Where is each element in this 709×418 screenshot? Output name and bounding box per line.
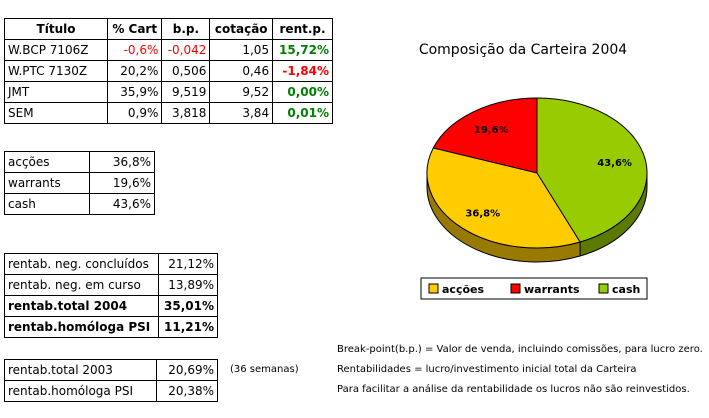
legend-label-warrants: warrants bbox=[524, 283, 580, 296]
table-row: cash 43,6% bbox=[3, 193, 155, 215]
cell-cart: 20,2% bbox=[106, 60, 163, 82]
legend-swatch-acções bbox=[428, 283, 439, 294]
table-row: warrants 19,6% bbox=[3, 172, 155, 194]
cell-bp: 0,506 bbox=[161, 60, 211, 82]
cell-bp: -0,042 bbox=[161, 39, 211, 61]
cell-cart: 0,9% bbox=[106, 102, 163, 124]
cell-titulo: W.BCP 7106Z bbox=[4, 39, 108, 61]
cell-titulo: JMT bbox=[4, 81, 108, 103]
cell-cotacao: 1,05 bbox=[209, 39, 274, 61]
legend-label-cash: cash bbox=[612, 283, 640, 296]
previous-value: 20,69% bbox=[156, 359, 218, 381]
table-row: SEM 0,9% 3,818 3,84 0,01% bbox=[4, 102, 333, 124]
holdings-table: Título % Cart b.p. cotação rent.p. W.BCP… bbox=[4, 18, 333, 124]
table-row: JMT 35,9% 9,519 9,52 0,00% bbox=[4, 81, 333, 103]
allocation-label: acções bbox=[3, 151, 91, 173]
allocation-value: 36,8% bbox=[89, 151, 155, 173]
cell-rent: 15,72% bbox=[272, 39, 333, 61]
cell-rent: -1,84% bbox=[272, 60, 333, 82]
header-cart: % Cart bbox=[106, 18, 163, 40]
cell-bp: 3,818 bbox=[161, 102, 211, 124]
allocation-value: 19,6% bbox=[89, 172, 155, 194]
returns-label: rentab. neg. em curso bbox=[3, 274, 160, 296]
table-row: rentab.total 2004 35,01% bbox=[3, 295, 218, 317]
cell-cotacao: 9,52 bbox=[209, 81, 274, 103]
returns-value: 35,01% bbox=[158, 295, 218, 317]
returns-value: 21,12% bbox=[158, 253, 218, 275]
table-row: rentab. neg. em curso 13,89% bbox=[3, 274, 218, 296]
previous-value: 20,38% bbox=[156, 380, 218, 402]
legend-swatch-cash bbox=[598, 283, 609, 294]
legend-box bbox=[420, 277, 648, 300]
previous-label: rentab.homóloga PSI bbox=[3, 380, 158, 402]
pie-slice-cash bbox=[536, 97, 648, 243]
allocation-table: acções 36,8% warrants 19,6% cash 43,6% bbox=[3, 151, 155, 215]
weeks-note: (36 semanas) bbox=[230, 364, 299, 375]
legend-label-acções: acções bbox=[442, 283, 484, 296]
table-row: W.BCP 7106Z -0,6% -0,042 1,05 15,72% bbox=[4, 39, 333, 61]
holdings-header-row: Título % Cart b.p. cotação rent.p. bbox=[4, 18, 333, 40]
chart-title: Composição da Carteira 2004 bbox=[419, 42, 627, 58]
allocation-label: warrants bbox=[3, 172, 91, 194]
pie-data-label: 43,6% bbox=[597, 158, 632, 169]
returns-label: rentab.total 2004 bbox=[3, 295, 160, 317]
allocation-label: cash bbox=[3, 193, 91, 215]
pie-data-label: 19,6% bbox=[474, 125, 509, 136]
note-reinvest: Para facilitar a análise da rentabilidad… bbox=[337, 384, 690, 395]
cell-rent: 0,01% bbox=[272, 102, 333, 124]
cell-rent: 0,00% bbox=[272, 81, 333, 103]
legend-swatch-warrants bbox=[510, 283, 521, 294]
cell-cart: 35,9% bbox=[106, 81, 163, 103]
returns-value: 11,21% bbox=[158, 316, 218, 338]
portfolio-pie-chart: Composição da Carteira 2004 19,6% 43,6% 36… bbox=[419, 42, 648, 300]
returns-value: 13,89% bbox=[158, 274, 218, 296]
pie-slice-acções bbox=[426, 147, 581, 249]
header-rent: rent.p. bbox=[272, 18, 333, 40]
header-cotacao: cotação bbox=[209, 18, 274, 40]
cell-cotacao: 3,84 bbox=[209, 102, 274, 124]
cell-bp: 9,519 bbox=[161, 81, 211, 103]
table-row: W.PTC 7130Z 20,2% 0,506 0,46 -1,84% bbox=[4, 60, 333, 82]
table-row: rentab.total 2003 20,69% bbox=[3, 359, 218, 381]
cell-titulo: SEM bbox=[4, 102, 108, 124]
table-row: rentab.homóloga PSI 20,38% bbox=[3, 380, 218, 402]
cell-cart: -0,6% bbox=[106, 39, 163, 61]
pie-data-label: 36,8% bbox=[465, 208, 500, 219]
header-titulo: Título bbox=[4, 18, 108, 40]
returns-label: rentab.homóloga PSI bbox=[3, 316, 160, 338]
returns-label: rentab. neg. concluídos bbox=[3, 253, 160, 275]
returns-table: rentab. neg. concluídos 21,12% rentab. n… bbox=[3, 253, 218, 338]
previous-label: rentab.total 2003 bbox=[3, 359, 158, 381]
cell-cotacao: 0,46 bbox=[209, 60, 274, 82]
chart-legend: acções warrants cash bbox=[420, 277, 648, 300]
table-row: rentab. neg. concluídos 21,12% bbox=[3, 253, 218, 275]
table-row: acções 36,8% bbox=[3, 151, 155, 173]
header-bp: b.p. bbox=[161, 18, 211, 40]
previous-table: rentab.total 2003 20,69% rentab.homóloga… bbox=[3, 359, 218, 402]
note-breakpoint: Break-point(b.p.) = Valor de venda, incl… bbox=[337, 344, 703, 355]
note-returns: Rentabilidades = lucro/investimento inic… bbox=[337, 364, 637, 375]
cell-titulo: W.PTC 7130Z bbox=[4, 60, 108, 82]
table-row: rentab.homóloga PSI 11,21% bbox=[3, 316, 218, 338]
allocation-value: 43,6% bbox=[89, 193, 155, 215]
